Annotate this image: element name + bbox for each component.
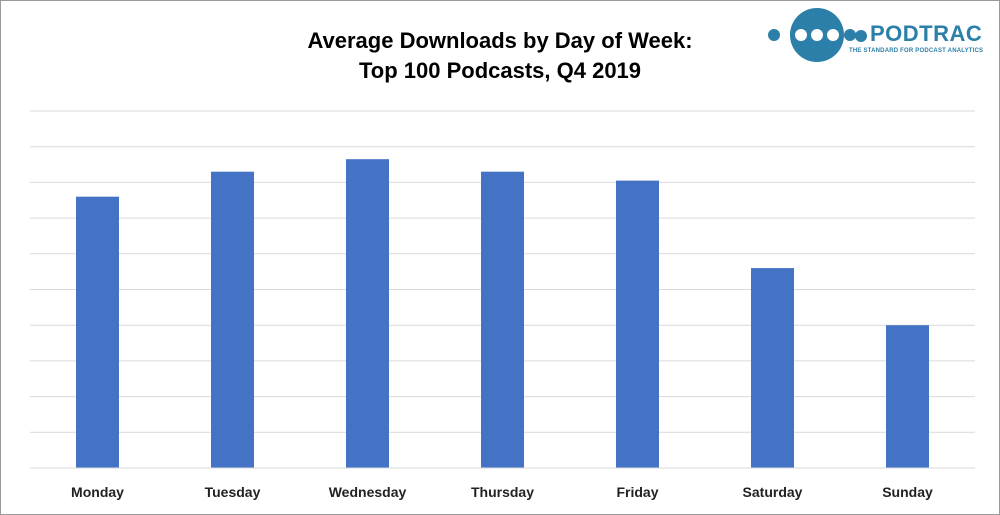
- x-tick-label-wednesday: Wednesday: [329, 484, 407, 500]
- x-tick-label-thursday: Thursday: [471, 484, 534, 500]
- x-tick-label-monday: Monday: [71, 484, 124, 500]
- x-tick-label-saturday: Saturday: [743, 484, 803, 500]
- bar-friday: [616, 180, 659, 469]
- bar-monday: [76, 196, 119, 468]
- chart-title-line-2: Top 100 Podcasts, Q4 2019: [358, 58, 642, 83]
- logo-wordmark: PODTRAC: [870, 21, 983, 46]
- bar-wednesday: [346, 159, 389, 468]
- podtrac-logo-mark: [768, 8, 856, 62]
- chart-title: Average Downloads by Day of Week: Top 10…: [0, 26, 1000, 86]
- x-tick-label-tuesday: Tuesday: [205, 484, 261, 500]
- bar-tuesday: [211, 171, 254, 468]
- logo-dot-icon: [855, 30, 867, 42]
- logo-tagline: THE STANDARD FOR PODCAST ANALYTICS: [849, 48, 984, 54]
- bar-saturday: [751, 268, 794, 468]
- chart-title-line-1: Average Downloads by Day of Week:: [307, 28, 693, 53]
- podtrac-logo: PODTRAC THE STANDARD FOR PODCAST ANALYTI…: [766, 8, 994, 64]
- x-tick-label-friday: Friday: [616, 484, 658, 500]
- x-tick-label-sunday: Sunday: [882, 484, 933, 500]
- bar-sunday: [886, 325, 929, 468]
- bar-thursday: [481, 171, 524, 468]
